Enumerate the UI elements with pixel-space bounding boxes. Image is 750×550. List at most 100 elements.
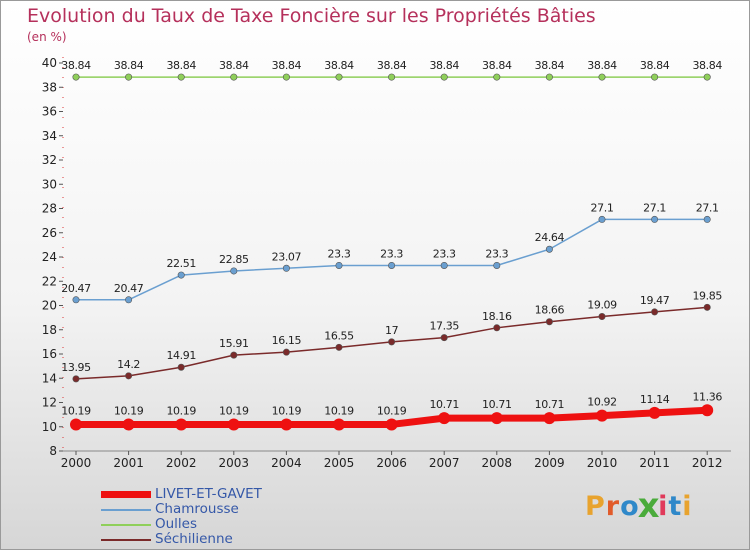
data-point	[440, 73, 448, 81]
chart-title: Evolution du Taux de Taxe Foncière sur l…	[27, 5, 596, 27]
data-labels: 38.84 38.84 38.84 38.84 38.84 38.84 38.84 38.84…	[61, 59, 722, 417]
legend-item: Séchilienne	[101, 532, 262, 547]
logo-letter: P	[585, 491, 606, 522]
data-label: 38.84	[219, 59, 249, 72]
data-point	[282, 264, 290, 272]
y-tick-label: 12	[42, 396, 57, 410]
data-point	[545, 318, 553, 326]
y-tick-label: 26	[42, 226, 57, 240]
legend-swatch	[101, 508, 151, 511]
logo-letter: o	[620, 491, 640, 522]
legend-item: Chamrousse	[101, 502, 262, 517]
data-label: 38.84	[114, 59, 144, 72]
y-tick-label: 28	[42, 202, 57, 216]
data-point	[493, 261, 501, 269]
y-tick-label: 20	[42, 299, 57, 313]
legend-label: Oulles	[155, 516, 198, 532]
data-label: 10.71	[535, 398, 565, 411]
data-point	[598, 73, 606, 81]
x-tick-label: 2003	[219, 456, 250, 470]
data-point	[493, 324, 501, 332]
unit-label: (en %)	[27, 30, 67, 44]
data-label: 38.84	[587, 59, 617, 72]
data-label: 38.84	[377, 59, 407, 72]
y-tick-label: 16	[42, 347, 57, 361]
proxiti-logo: Proxiti	[585, 487, 693, 526]
data-point	[493, 73, 501, 81]
data-label: 14.2	[117, 358, 140, 371]
data-label: 38.84	[324, 59, 354, 72]
x-tick-label: 2008	[482, 456, 513, 470]
legend-label: Chamrousse	[155, 501, 239, 517]
logo-letter: t	[668, 491, 683, 522]
data-label: 10.19	[166, 404, 196, 417]
data-point	[282, 73, 290, 81]
data-label: 20.47	[61, 282, 91, 295]
data-point	[177, 271, 185, 279]
data-label: 16.15	[272, 334, 302, 347]
data-label: 23.3	[485, 247, 508, 260]
data-point	[388, 261, 396, 269]
y-tick-label: 18	[42, 323, 57, 337]
data-label: 11.36	[692, 390, 722, 403]
x-tick-label: 2001	[113, 456, 144, 470]
data-point	[596, 409, 608, 422]
legend-swatch	[101, 523, 151, 526]
legend-label: Séchilienne	[155, 531, 233, 547]
data-label: 17	[385, 324, 399, 337]
data-label: 27.1	[643, 201, 666, 214]
data-point	[335, 73, 343, 81]
data-label: 10.19	[219, 404, 249, 417]
data-point	[125, 296, 133, 304]
logo-letter: x	[637, 487, 661, 526]
data-point	[70, 418, 82, 431]
x-tick-label: 2004	[271, 456, 302, 470]
y-tick-label: 38	[42, 80, 57, 94]
data-point	[335, 261, 343, 269]
data-point	[438, 412, 451, 425]
axes: 8 10 12 14 16 18 20 22 24 26 28 30 32 34 36 38 40 2000 200…	[42, 56, 731, 470]
data-point	[703, 215, 711, 223]
y-tick-label: 32	[42, 153, 57, 167]
legend-label: LIVET-ET-GAVET	[155, 486, 262, 502]
y-tick-label: 36	[42, 105, 57, 119]
data-point	[651, 308, 659, 316]
data-label: 10.19	[61, 404, 91, 417]
data-point	[122, 418, 135, 431]
x-tick-label: 2012	[692, 456, 723, 470]
data-label: 27.1	[591, 201, 614, 214]
data-label: 27.1	[696, 201, 719, 214]
data-label: 38.84	[166, 59, 196, 72]
data-label: 23.3	[380, 247, 403, 260]
logo-letter: i	[682, 491, 693, 522]
legend-swatch	[101, 538, 151, 541]
data-label: 10.19	[324, 404, 354, 417]
data-label: 15.91	[219, 337, 249, 350]
data-point	[72, 73, 80, 81]
legend-item: Oulles	[101, 517, 262, 532]
logo-letter: r	[605, 491, 621, 522]
data-label: 10.71	[482, 398, 512, 411]
data-point	[125, 372, 133, 380]
data-label: 19.85	[692, 289, 722, 302]
data-label: 22.51	[166, 257, 196, 270]
data-point	[230, 73, 238, 81]
data-point	[175, 418, 188, 431]
data-label: 38.84	[429, 59, 459, 72]
data-point	[651, 73, 659, 81]
data-point	[227, 418, 240, 431]
data-point	[177, 73, 185, 81]
y-tick-label: 14	[42, 371, 57, 385]
data-label: 10.19	[377, 404, 407, 417]
data-label: 22.85	[219, 253, 249, 266]
data-label: 10.19	[272, 404, 302, 417]
data-label: 23.3	[433, 247, 456, 260]
data-point	[280, 418, 293, 431]
data-label: 38.84	[640, 59, 670, 72]
y-tick-label: 30	[42, 177, 57, 191]
data-label: 10.71	[429, 398, 459, 411]
data-label: 24.64	[535, 231, 565, 244]
data-point	[125, 73, 133, 81]
